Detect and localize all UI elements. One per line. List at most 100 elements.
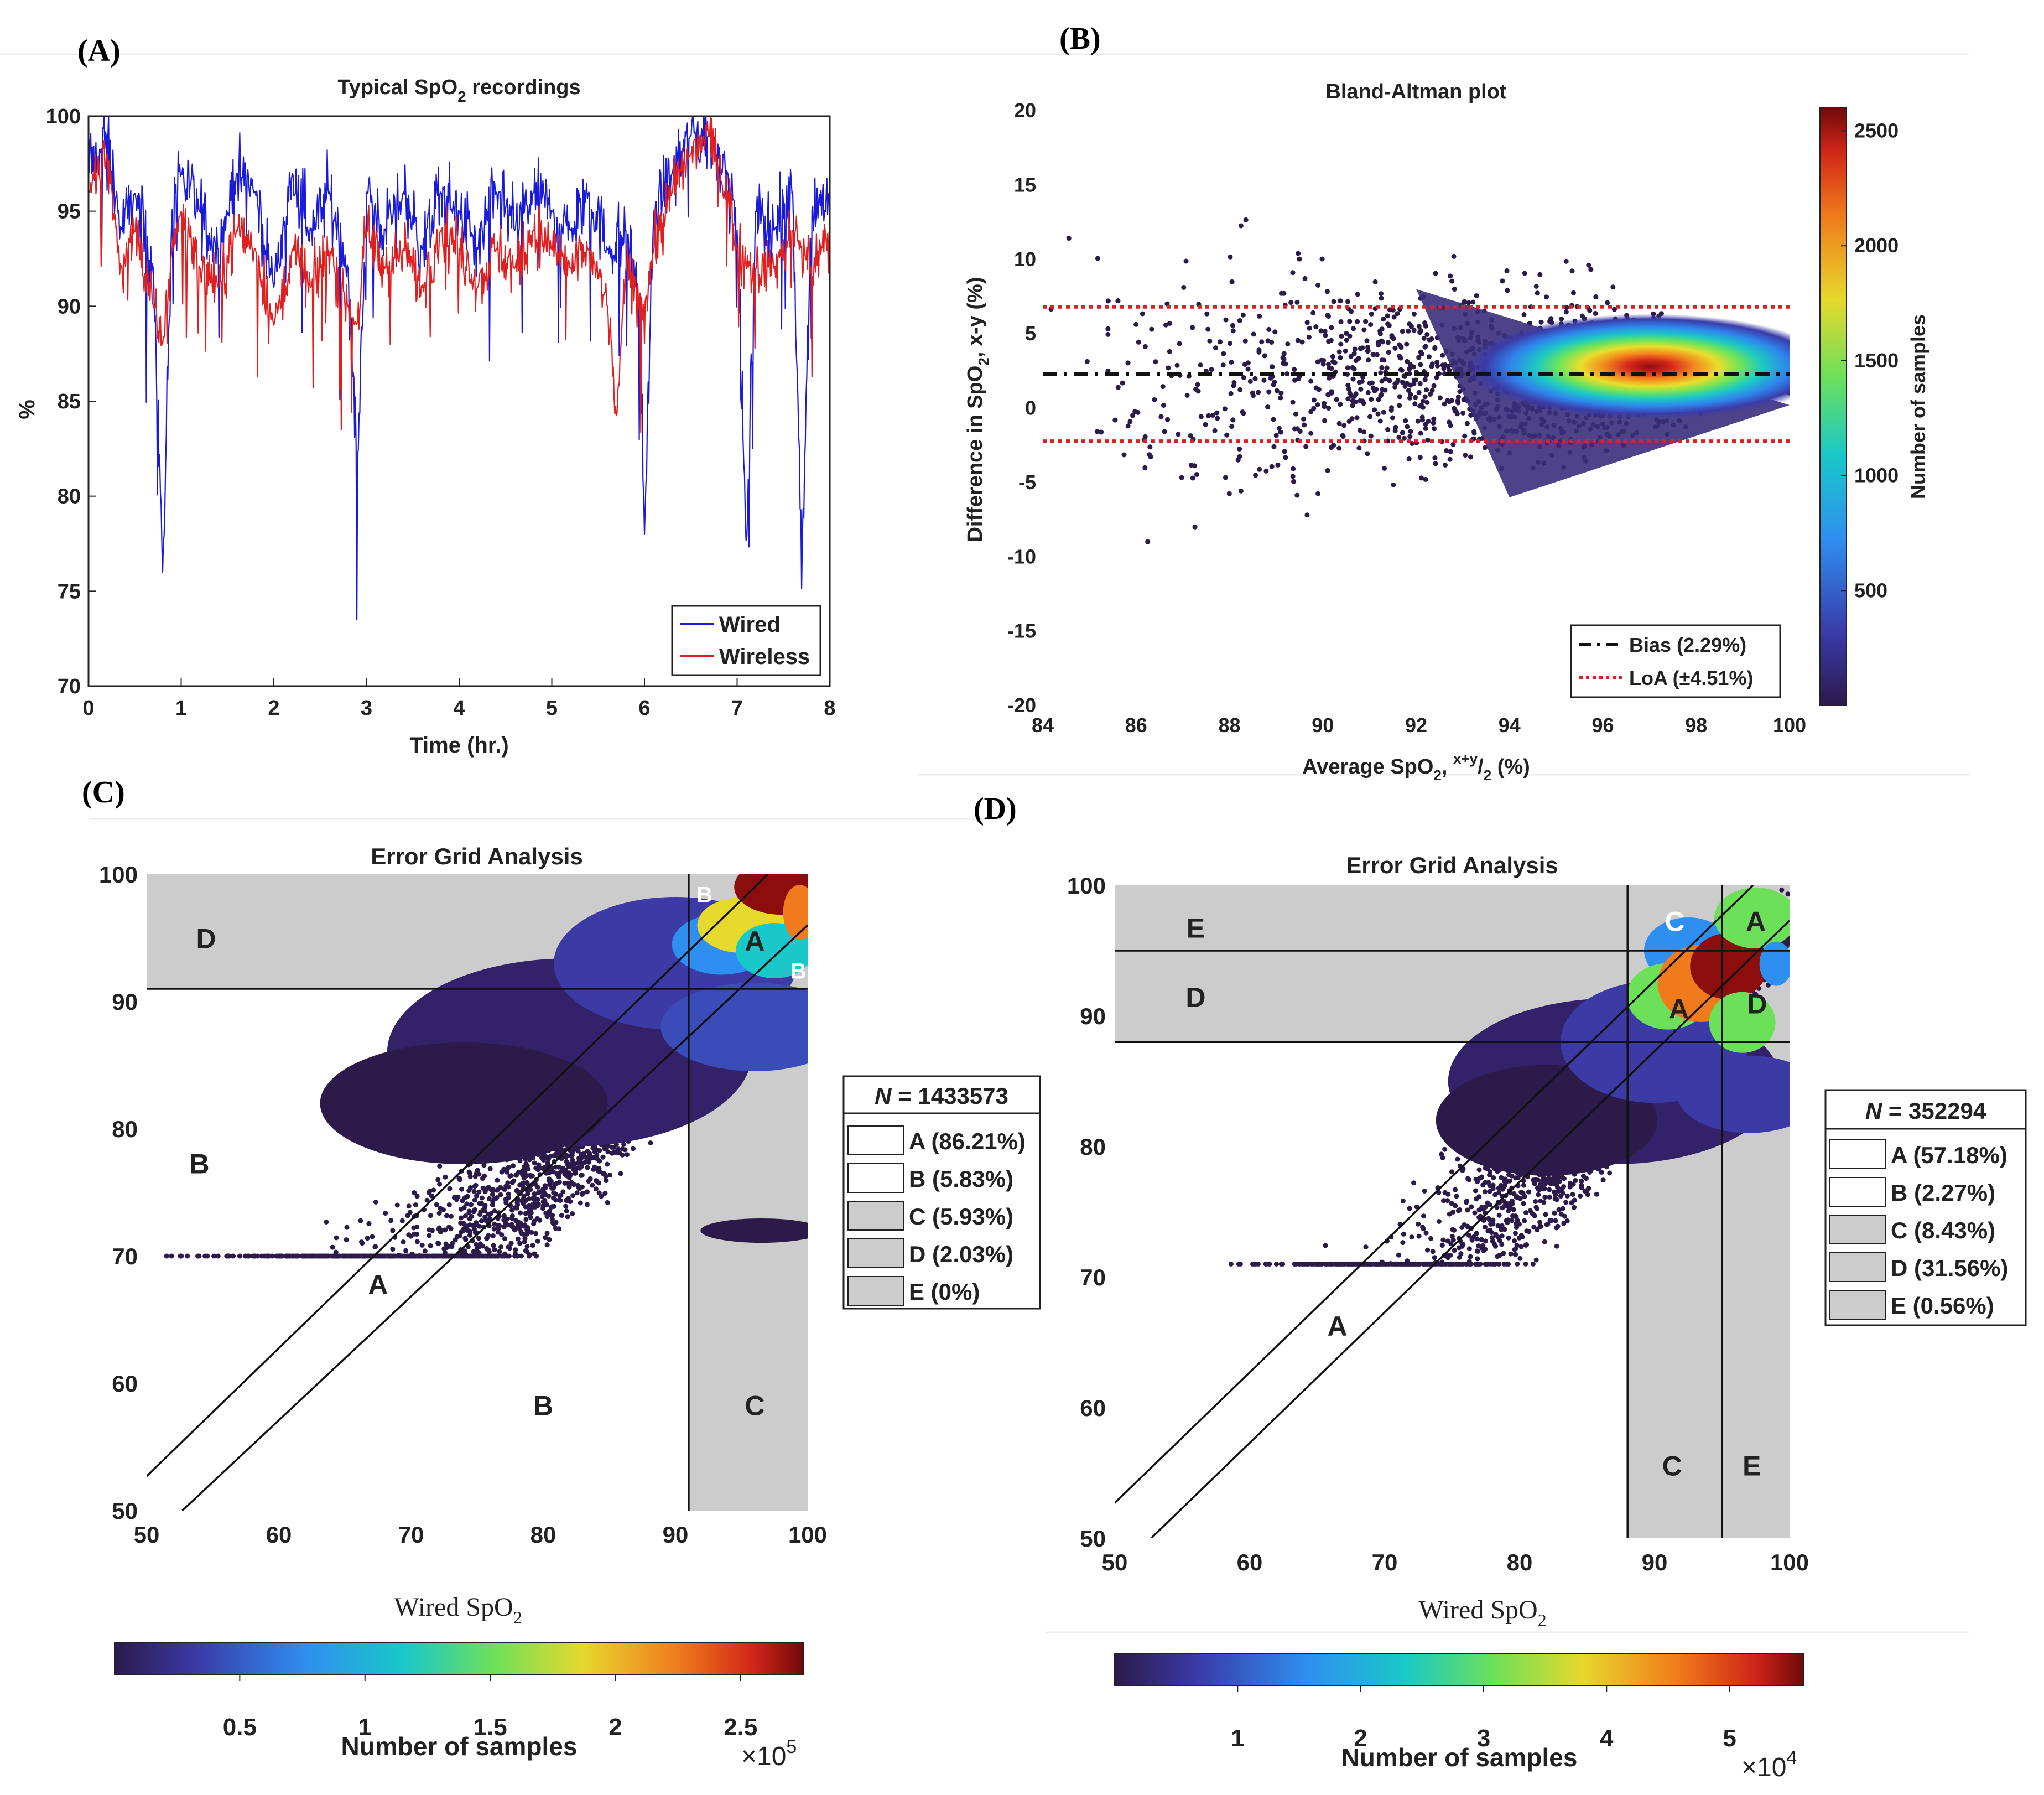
y-tick-label: 5: [1025, 322, 1036, 345]
y-tick-label: 100: [46, 105, 81, 128]
x-tick-label: 1: [175, 697, 187, 720]
legend-swatch-b: [1829, 1177, 1886, 1207]
x-tick-label: 2: [268, 697, 279, 720]
panel-d-legend: N = 352294 A (57.18%) B (2.27%) C (8.43%) D…: [1824, 1089, 2027, 1326]
panel-a-axes-box: [87, 115, 831, 687]
panel-d-plot-area: E D A C E C A A D: [1115, 885, 1790, 1538]
x-tick-label: 60: [1237, 1549, 1263, 1575]
x-tick-label: 90: [663, 1522, 689, 1548]
region-label: A: [745, 926, 764, 957]
region-label: D: [196, 923, 216, 954]
panel-d-label: (D): [974, 792, 1017, 826]
y-tick-label: 60: [112, 1371, 138, 1397]
x-tick-label: 5: [546, 697, 558, 720]
panel-d-n: N = 352294: [1865, 1098, 1986, 1124]
panel-c-colorbar: [114, 1642, 804, 1675]
panel-a: (A) Typical SpO2 recordings 0 1 2 3 4 5 6 7 8 70 7…: [15, 34, 836, 758]
y-tick-label: 0: [1025, 397, 1036, 419]
panel-b-ticks: 84 86 88 90 92 94 96 98 100 -20 -15 -10 -5 0 5 10 15 20: [1007, 99, 1806, 736]
panel-c-legend: N = 1433573 A (86.21%) B (5.83%) C (5.93%)…: [842, 1075, 1041, 1310]
panel-a-ticks: 0 1 2 3 4 5 6 7 8 70 75 80 85 90 95 100: [46, 105, 836, 720]
y-tick-label: -10: [1007, 545, 1036, 568]
x-tick-label: 70: [398, 1522, 424, 1548]
panel-a-plot-area: [89, 116, 830, 621]
panel-d-colorbar-exponent: ×104: [1741, 1747, 1797, 1782]
grid-line: [147, 874, 769, 1477]
legend-swatch-c: [847, 1201, 904, 1231]
grid-line: [1150, 920, 1790, 1538]
y-tick-label: -5: [1018, 471, 1036, 494]
colorbar-tick-label: 3: [1477, 1725, 1490, 1752]
x-tick-label: 84: [1032, 714, 1054, 736]
x-tick-label: 92: [1405, 714, 1427, 736]
region-label: B: [790, 959, 807, 984]
colorbar-tick-label: 500: [1854, 579, 1887, 601]
panel-b-title: Bland-Altman plot: [1325, 80, 1507, 103]
panel-d-colorbar: [1114, 1653, 1804, 1686]
x-tick-label: 90: [1312, 714, 1334, 736]
density-blob: [1677, 1055, 1790, 1133]
y-tick-label: 70: [1080, 1264, 1106, 1290]
legend-swatch-a: [847, 1125, 904, 1155]
x-tick-label: 80: [1507, 1549, 1533, 1575]
legend-entry-d: D (2.03%): [909, 1241, 1013, 1267]
density-blob: [1759, 941, 1790, 986]
legend-entry-e: E (0.56%): [1891, 1293, 1994, 1319]
panel-c-n: N = 1433573: [875, 1083, 1008, 1109]
region-label: D: [1747, 988, 1767, 1019]
legend-swatch-d: [847, 1238, 904, 1268]
region-label: C: [1665, 906, 1685, 937]
region-label: A: [368, 1269, 388, 1300]
grid-line: [181, 924, 808, 1511]
x-tick-label: 60: [266, 1522, 292, 1548]
colorbar-tick-label: 2: [1354, 1725, 1367, 1752]
panel-a-ylabel: %: [15, 400, 39, 419]
legend-swatch-d: [1829, 1252, 1886, 1282]
legend-swatch-c: [1829, 1215, 1886, 1244]
colorbar-tick-label: 2: [608, 1714, 622, 1741]
panel-b-legend: Bias (2.29%) LoA (±4.51%): [1570, 624, 1781, 698]
density-blob: [660, 983, 808, 1071]
y-tick-label: 50: [1080, 1526, 1106, 1552]
y-tick-label: 60: [1080, 1395, 1106, 1421]
region-label: E: [1187, 912, 1205, 943]
legend-swatch-b: [847, 1163, 904, 1193]
x-tick-label: 70: [1372, 1549, 1398, 1575]
x-tick-label: 94: [1499, 714, 1521, 736]
region-label: C: [1662, 1451, 1682, 1482]
x-tick-label: 3: [361, 697, 372, 720]
panel-c-xlabel: Wired SpO2: [394, 1592, 522, 1627]
x-tick-label: 100: [1773, 714, 1806, 736]
panel-b: (B) Bland-Altman plot 84 86 88 90 92 94 96 98 10…: [964, 22, 1929, 784]
x-tick-label: 88: [1218, 714, 1240, 736]
panel-d: (D) Error Grid Analysis E D A C E C A A D 50 60 70…: [974, 792, 2027, 1782]
colorbar-tick-label: 1000: [1854, 464, 1899, 487]
region-label: B: [190, 1149, 210, 1180]
y-tick-label: 90: [112, 989, 138, 1015]
panel-c-plot-area: D B A B C A B B: [147, 874, 808, 1511]
panel-c: (C) Error Grid Analysis D B A B C A B B 50 60 70 8…: [82, 775, 1041, 1771]
colorbar-tick-label: 2.5: [724, 1714, 757, 1741]
y-tick-label: 80: [112, 1116, 138, 1142]
y-tick-label: 75: [58, 580, 81, 603]
colorbar-tick-label: 2000: [1854, 234, 1899, 257]
y-tick-label: 70: [112, 1243, 138, 1269]
legend-entry-c: C (5.93%): [909, 1203, 1013, 1229]
colorbar-tick-label: 1: [1231, 1725, 1244, 1752]
series-line-wireless: [89, 116, 830, 433]
panel-a-xlabel: Time (hr.): [409, 733, 508, 758]
panel-c-title: Error Grid Analysis: [371, 843, 583, 869]
panel-c-ticks: 50 60 70 80 90 100 50 60 70 80 90 100: [99, 862, 827, 1548]
density-blob: [1714, 888, 1790, 948]
panel-c-colorbar-ticks: 0.5 1 1.5 2 2.5: [223, 1674, 757, 1741]
x-tick-label: 100: [788, 1522, 827, 1548]
region-label: A: [1669, 994, 1689, 1025]
region-label: B: [533, 1391, 553, 1422]
density-blob: [736, 923, 808, 978]
y-tick-label: 15: [1014, 173, 1036, 196]
y-tick-label: 100: [99, 862, 138, 888]
panel-a-label: (A): [77, 34, 121, 68]
region-label: E: [1743, 1451, 1761, 1482]
y-tick-label: 90: [58, 295, 81, 318]
density-peak: [1466, 314, 1790, 419]
